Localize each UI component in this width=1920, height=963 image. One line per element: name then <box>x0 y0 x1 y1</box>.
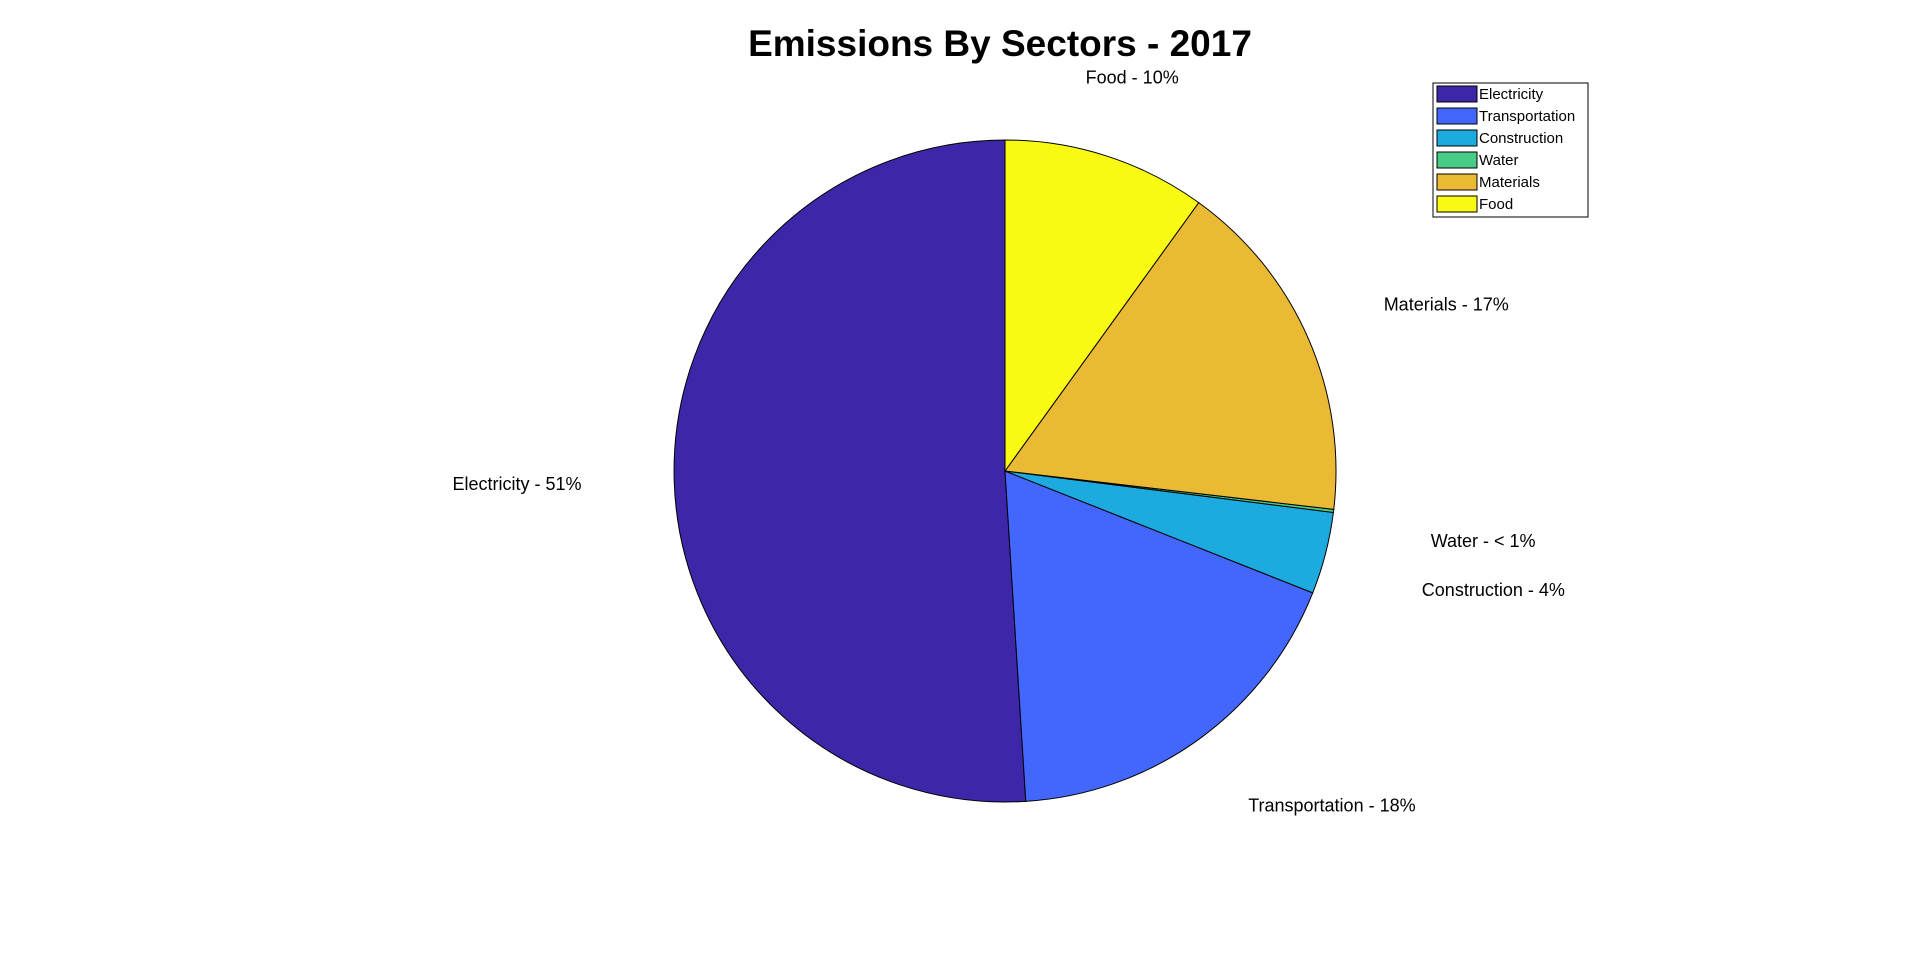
slice-label-transportation: Transportation - 18% <box>1248 796 1415 816</box>
legend-box <box>1432 82 1589 218</box>
legend-label-electricity: Electricity <box>1479 86 1544 103</box>
legend: Electricity Transportation Construction Wat… <box>1432 82 1589 218</box>
legend-label-water: Water <box>1479 152 1518 169</box>
legend-swatch-materials <box>1436 173 1478 191</box>
legend-label-transportation: Transportation <box>1479 108 1575 125</box>
slice-label-materials: Materials - 17% <box>1384 294 1509 314</box>
legend-swatch-construction <box>1436 129 1478 147</box>
slice-label-water: Water - < 1% <box>1431 531 1536 551</box>
pie-slice-electricity <box>673 139 1027 803</box>
pie-slice-materials <box>1004 201 1337 510</box>
pie-slice-food <box>1004 139 1200 473</box>
legend-swatch-transportation <box>1436 107 1478 125</box>
chart-title: Emissions By Sectors - 2017 <box>748 23 1252 64</box>
legend-swatch-electricity <box>1436 85 1478 103</box>
slice-label-construction: Construction - 4% <box>1422 580 1565 600</box>
slice-label-food: Food - 10% <box>1086 67 1179 87</box>
pie-slice-transportation <box>1004 470 1314 802</box>
slice-labels: Electricity - 51% Transportation - 18% Con… <box>452 67 1564 815</box>
legend-label-construction: Construction <box>1479 130 1563 147</box>
legend-label-food: Food <box>1479 196 1513 213</box>
legend-label-materials: Materials <box>1479 174 1540 191</box>
legend-swatch-water <box>1436 151 1478 169</box>
slice-label-electricity: Electricity - 51% <box>452 474 581 494</box>
legend-swatch-food <box>1436 195 1478 213</box>
pie-slices <box>673 139 1337 803</box>
